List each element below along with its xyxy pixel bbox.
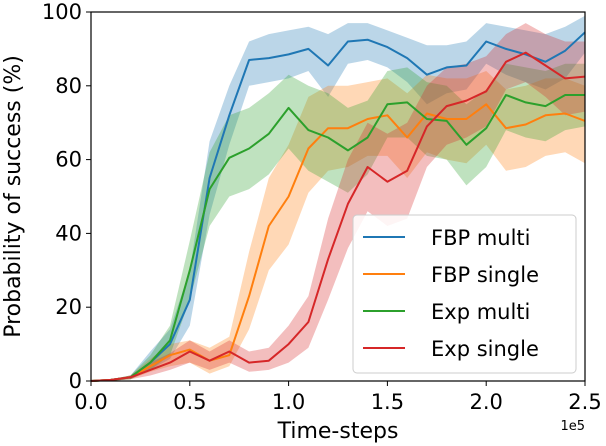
line-fbp-multi <box>90 31 586 382</box>
legend-label-fbp-single: FBP single <box>431 263 539 287</box>
confidence-bands <box>91 15 585 381</box>
x-tick-label: 1.0 <box>272 390 305 414</box>
x-axis-label: Time-steps <box>277 419 399 444</box>
y-axis-label: Probability of success (%) <box>1 55 26 338</box>
legend-label-exp-multi: Exp multi <box>431 300 530 324</box>
y-tick-label: 100 <box>42 0 82 24</box>
line-exp-multi <box>90 94 585 382</box>
plot-frame <box>90 11 586 382</box>
x-tick-label: 2.0 <box>469 390 502 414</box>
legend-box <box>352 214 577 374</box>
x-tick-label: 0.0 <box>74 390 107 414</box>
y-tick-label: 80 <box>55 74 82 98</box>
x-tick-label: 0.5 <box>173 390 206 414</box>
legend: FBP multi FBP single Exp multi Exp single <box>352 214 577 374</box>
legend-label-fbp-multi: FBP multi <box>431 226 531 250</box>
x-tick-label: 1.5 <box>371 390 404 414</box>
band-fbp-multi <box>91 15 585 381</box>
band-exp-single <box>91 23 585 381</box>
band-exp-multi <box>91 63 585 381</box>
y-tick-label: 60 <box>55 148 82 172</box>
line-exp-single <box>90 51 586 382</box>
y-tick-label: 40 <box>55 221 82 245</box>
legend-label-exp-single: Exp single <box>431 337 539 361</box>
x-tick-label: 2.5 <box>568 390 601 414</box>
x-axis-ticks: 0.0 0.5 1.0 1.5 2.0 2.5 <box>74 381 602 414</box>
y-tick-label: 0 <box>69 369 82 393</box>
line-fbp-single <box>90 103 586 382</box>
y-axis-ticks: 0 20 40 60 80 100 <box>42 0 91 393</box>
y-tick-label: 20 <box>55 295 82 319</box>
band-fbp-single <box>91 71 585 381</box>
x-axis-offset-text: 1e5 <box>560 419 585 434</box>
series-lines <box>90 31 586 382</box>
